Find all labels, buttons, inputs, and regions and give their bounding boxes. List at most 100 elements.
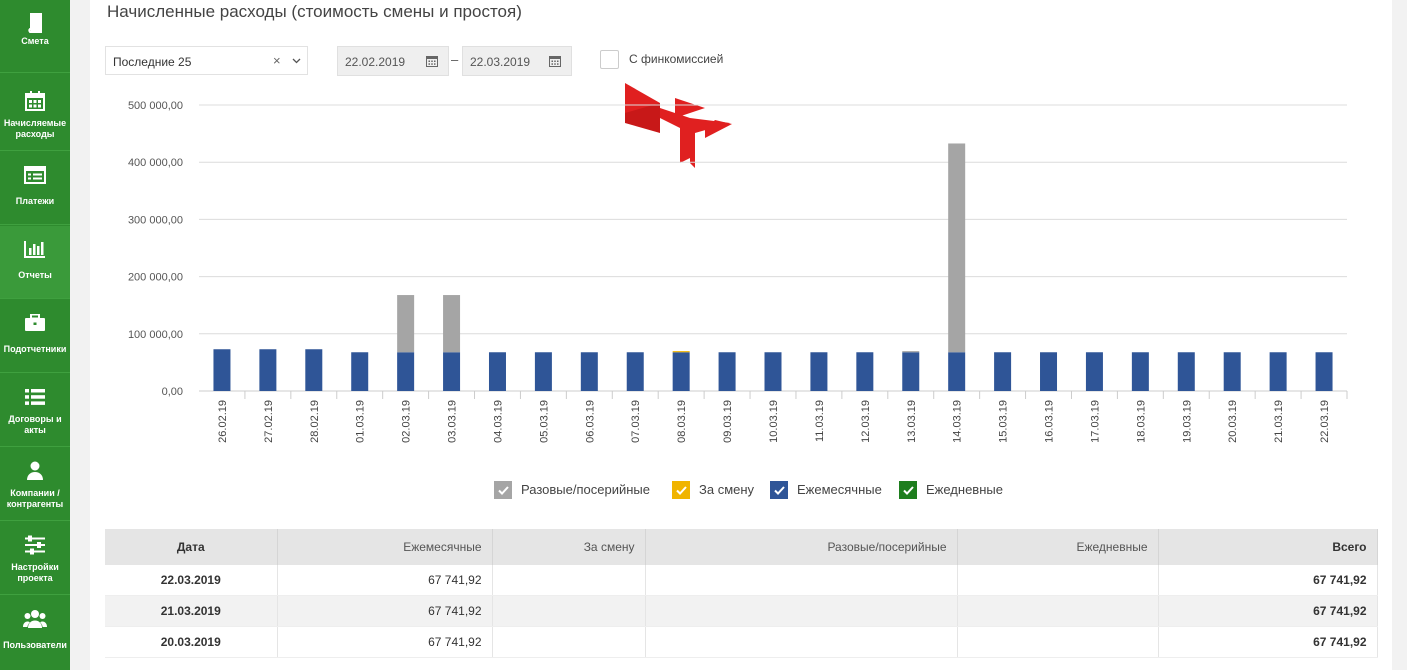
left-gutter: [70, 0, 90, 670]
bar-segment[interactable]: [994, 352, 1012, 391]
bar-segment[interactable]: [443, 352, 461, 391]
column-header-onetime[interactable]: Разовые/посерийные: [645, 529, 958, 565]
sidebar-item-contracts[interactable]: Договоры и акты: [0, 374, 70, 447]
cell-monthly: 67 741,92: [277, 595, 493, 627]
cell-total: 67 741,92: [1158, 565, 1378, 596]
x-tick-label: 13.03.19: [906, 400, 918, 443]
table-row[interactable]: 20.03.2019 67 741,92 67 741,92: [105, 626, 1378, 658]
bar-segment[interactable]: [1269, 352, 1287, 391]
table-row[interactable]: 21.03.2019 67 741,92 67 741,92: [105, 595, 1378, 627]
clear-icon[interactable]: ×: [273, 53, 281, 68]
x-tick-label: 06.03.19: [584, 400, 596, 443]
sidebar-item-payments[interactable]: Платежи: [0, 152, 70, 225]
column-header-date[interactable]: Дата: [105, 529, 278, 565]
calendar-icon[interactable]: [549, 55, 561, 70]
bar-segment[interactable]: [1177, 352, 1195, 391]
bar-segment[interactable]: [948, 352, 966, 391]
bar-segment[interactable]: [488, 352, 506, 391]
commission-checkbox-label[interactable]: С финкомиссией: [629, 52, 724, 66]
bar-segment[interactable]: [856, 352, 874, 391]
sidebar-item-accountables[interactable]: Подотчетники: [0, 300, 70, 373]
cell-onetime: [645, 595, 958, 627]
bar-segment[interactable]: [534, 352, 552, 391]
bar-segment[interactable]: [672, 352, 690, 391]
check-icon: [899, 481, 917, 499]
bar-segment[interactable]: [1315, 352, 1333, 391]
y-tick-label: 300 000,00: [128, 214, 183, 226]
cell-total: 67 741,92: [1158, 595, 1378, 627]
period-select[interactable]: Последние 25 ×: [105, 46, 308, 75]
sidebar-item-users[interactable]: Пользователи: [0, 596, 70, 669]
sidebar-item-estimate[interactable]: Смета: [0, 0, 70, 73]
book-icon: [0, 12, 70, 34]
sidebar-item-label: Платежи: [15, 196, 55, 206]
bar-segment[interactable]: [351, 352, 369, 391]
user-icon: [0, 460, 70, 482]
sidebar-item-accrued[interactable]: Начисляемые расходы: [0, 78, 70, 151]
column-header-daily[interactable]: Ежедневные: [957, 529, 1159, 565]
bar-segment[interactable]: [1040, 352, 1058, 391]
x-tick-label: 22.03.19: [1319, 400, 1331, 443]
commission-checkbox[interactable]: [600, 50, 619, 69]
cell-monthly: 67 741,92: [277, 626, 493, 658]
bar-segment[interactable]: [948, 143, 966, 353]
date-range-separator: –: [451, 52, 459, 67]
sliders-icon: [0, 534, 70, 556]
sidebar-item-companies[interactable]: Компании / контрагенты: [0, 448, 70, 521]
cell-per-shift: [492, 565, 646, 596]
bar-segment[interactable]: [305, 349, 323, 391]
list-card-icon: [0, 164, 70, 186]
sidebar-item-project-settings[interactable]: Настройки проекта: [0, 522, 70, 595]
bar-segment[interactable]: [443, 295, 461, 353]
cell-total: 67 741,92: [1158, 626, 1378, 658]
x-tick-label: 07.03.19: [630, 400, 642, 443]
main-content: Начисленные расходы (стоимость смены и п…: [90, 0, 1392, 670]
bar-segment[interactable]: [259, 349, 277, 391]
y-tick-label: 400 000,00: [128, 157, 183, 169]
bar-segment[interactable]: [626, 352, 644, 391]
date-from-input[interactable]: 22.02.2019: [337, 46, 449, 76]
bar-segment[interactable]: [718, 352, 736, 391]
bar-segment[interactable]: [672, 351, 690, 353]
cell-daily: [957, 626, 1159, 658]
bar-segment[interactable]: [397, 295, 415, 353]
check-icon: [672, 481, 690, 499]
bar-segment[interactable]: [1085, 352, 1103, 391]
sidebar-item-label: Компании / контрагенты: [6, 488, 64, 509]
x-tick-label: 16.03.19: [1044, 400, 1056, 443]
bar-segment[interactable]: [580, 352, 598, 391]
legend-label: Ежедневные: [926, 482, 1003, 497]
chevron-down-icon[interactable]: [292, 54, 301, 68]
table-row[interactable]: 22.03.2019 67 741,92 67 741,92: [105, 565, 1378, 596]
cell-per-shift: [492, 626, 646, 658]
date-to-input[interactable]: 22.03.2019: [462, 46, 572, 76]
sidebar-item-reports[interactable]: Отчеты: [0, 226, 70, 299]
calendar-icon[interactable]: [426, 55, 438, 70]
bar-segment[interactable]: [213, 349, 231, 391]
x-tick-label: 28.02.19: [309, 400, 321, 443]
bar-segment[interactable]: [902, 351, 920, 353]
column-header-per-shift[interactable]: За смену: [492, 529, 646, 565]
column-header-monthly[interactable]: Ежемесячные: [277, 529, 493, 565]
sidebar-item-label: Начисляемые расходы: [3, 118, 67, 139]
y-tick-label: 500 000,00: [128, 100, 183, 112]
bar-segment[interactable]: [764, 352, 782, 391]
x-tick-label: 01.03.19: [355, 400, 367, 443]
bar-segment[interactable]: [1131, 352, 1149, 391]
y-tick-label: 200 000,00: [128, 272, 183, 284]
cell-date: 20.03.2019: [105, 626, 278, 658]
sidebar: Смета Начисляемые расходы Платежи Отчеты…: [0, 0, 70, 670]
x-tick-label: 19.03.19: [1181, 400, 1193, 443]
cell-daily: [957, 595, 1159, 627]
brand-logo-icon: [625, 83, 732, 168]
legend-label: Разовые/посерийные: [521, 482, 650, 497]
bar-segment[interactable]: [397, 352, 415, 391]
x-tick-label: 21.03.19: [1273, 400, 1285, 443]
bar-segment[interactable]: [810, 352, 828, 391]
users-icon: [0, 608, 70, 630]
column-header-total[interactable]: Всего: [1158, 529, 1378, 565]
bar-segment[interactable]: [902, 352, 920, 391]
x-tick-label: 14.03.19: [952, 400, 964, 443]
accruals-table: Дата Ежемесячные За смену Разовые/посери…: [105, 529, 1378, 658]
bar-segment[interactable]: [1223, 352, 1241, 391]
